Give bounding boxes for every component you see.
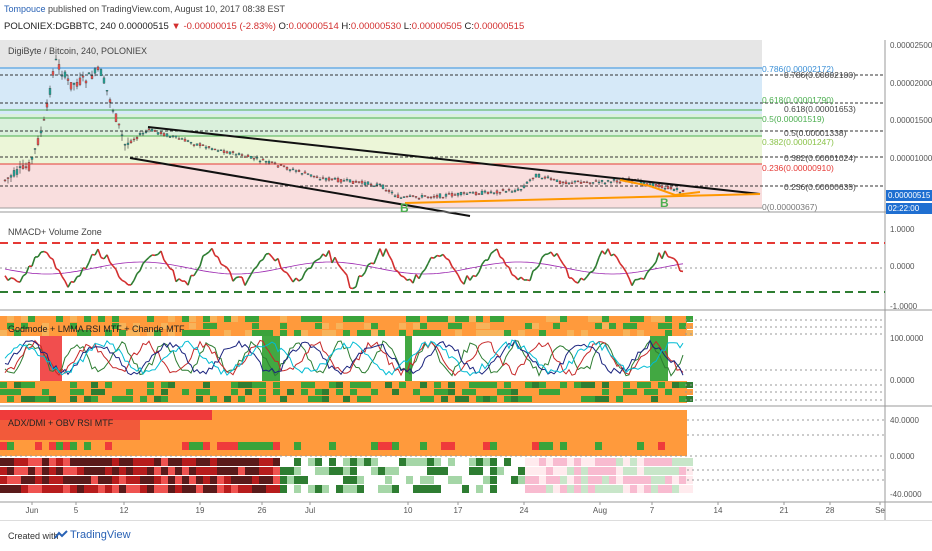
time-tick: 7 xyxy=(650,506,655,515)
last-price: 0.00000515 xyxy=(119,21,169,32)
price-tick: 0.00002000 xyxy=(890,79,932,88)
open-value: 0.00000514 xyxy=(289,21,339,32)
candle xyxy=(352,181,354,184)
candle xyxy=(535,174,537,178)
candle xyxy=(424,195,426,196)
close-value: 0.00000515 xyxy=(474,21,524,32)
symbol-label: POLONIEX:DGBBTC, 240 xyxy=(4,21,116,32)
godmode-tick: 100.0000 xyxy=(890,334,924,343)
candle xyxy=(349,179,351,182)
candle xyxy=(382,184,384,189)
created-with-text: Created with xyxy=(8,531,59,541)
fib-right-0236: 0.236(0.00000635) xyxy=(784,182,856,192)
candle xyxy=(214,149,216,150)
time-tick: 21 xyxy=(780,506,789,515)
candle xyxy=(469,192,471,193)
price-tick: 0.00001000 xyxy=(890,154,932,163)
adx-tick: -40.0000 xyxy=(890,490,922,499)
ohlc-line: POLONIEX:DGBBTC, 240 0.00000515 ▼ -0.000… xyxy=(4,21,524,32)
time-tick: 10 xyxy=(404,506,413,515)
fib-right-0382: 0.382(0.00001024) xyxy=(784,153,856,163)
time-tick: Se xyxy=(875,506,885,515)
adx-tick: 0.0000 xyxy=(890,452,915,461)
change-value: ▼ -0.00000015 (-2.83%) xyxy=(171,21,275,32)
candle xyxy=(229,151,231,154)
adx-pane-title: ADX/DMI + OBV RSI MTF xyxy=(8,418,113,428)
time-tick: 26 xyxy=(258,506,267,515)
candle xyxy=(220,150,222,151)
author-link[interactable]: Tompouce xyxy=(4,4,46,14)
time-tick: 19 xyxy=(196,506,205,515)
publish-text: published on TradingView.com, August 10,… xyxy=(48,4,285,14)
footer: Created with TradingView xyxy=(0,520,932,551)
high-value: 0.00000530 xyxy=(351,21,401,32)
candle xyxy=(556,180,558,182)
current-price-tag: 0.00000515 xyxy=(886,190,932,201)
time-tick: Jul xyxy=(305,506,315,515)
nmacd-pane-title: NMACD+ Volume Zone xyxy=(8,227,102,237)
price-tick: 0.00001500 xyxy=(890,116,932,125)
fib-left-0236: 0.236(0.00000910) xyxy=(762,163,834,173)
time-tick: Jun xyxy=(26,506,39,515)
time-tick: Aug xyxy=(593,506,607,515)
publish-info: Tompouce published on TradingView.com, A… xyxy=(4,4,285,14)
chart-area[interactable]: Jun 5 12 19 26 Jul 10 17 24 Aug 7 14 21 28 Se 0.000025… xyxy=(0,40,932,520)
fib-right-0786: 0.786(0.00002100) xyxy=(784,70,856,80)
candle xyxy=(682,190,684,192)
time-tick: 28 xyxy=(826,506,835,515)
buy-marker: B xyxy=(660,196,669,210)
godmode-tick: 0.0000 xyxy=(890,376,915,385)
candle xyxy=(655,184,657,186)
candle xyxy=(487,192,489,195)
nmacd-tick: -1.0000 xyxy=(890,302,918,311)
tradingview-logo-icon xyxy=(54,529,68,541)
godmode-pane-title: Godmode + LMMA RSI MTF + Chande MTF xyxy=(8,324,185,334)
time-tick: 12 xyxy=(120,506,129,515)
low-value: 0.00000505 xyxy=(412,21,462,32)
time-tick: 17 xyxy=(454,506,463,515)
fib-left-0382: 0.382(0.00001247) xyxy=(762,137,834,147)
fib-right-05: 0.5(0.00001338) xyxy=(784,128,846,138)
candle xyxy=(169,136,171,138)
price-tick: 0.00002500 xyxy=(890,41,932,50)
fib-right-0618: 0.618(0.00001653) xyxy=(784,104,856,114)
main-pane-title: DigiByte / Bitcoin, 240, POLONIEX xyxy=(8,46,147,56)
tradingview-brand-link[interactable]: TradingView xyxy=(70,529,131,541)
bar-countdown: 02:22:00 xyxy=(886,203,932,214)
fib-left-05: 0.5(0.00001519) xyxy=(762,114,824,124)
time-tick: 24 xyxy=(520,506,529,515)
buy-marker: B xyxy=(400,201,409,215)
adx-tick: 40.0000 xyxy=(890,416,919,425)
candle xyxy=(100,68,102,76)
candle xyxy=(280,164,282,165)
candle xyxy=(115,113,117,122)
time-tick: 14 xyxy=(714,506,723,515)
nmacd-tick: 0.0000 xyxy=(890,262,915,271)
nmacd-tick: 1.0000 xyxy=(890,225,915,234)
fib-left-0: 0(0.00000367) xyxy=(762,202,817,212)
time-tick: 5 xyxy=(74,506,79,515)
